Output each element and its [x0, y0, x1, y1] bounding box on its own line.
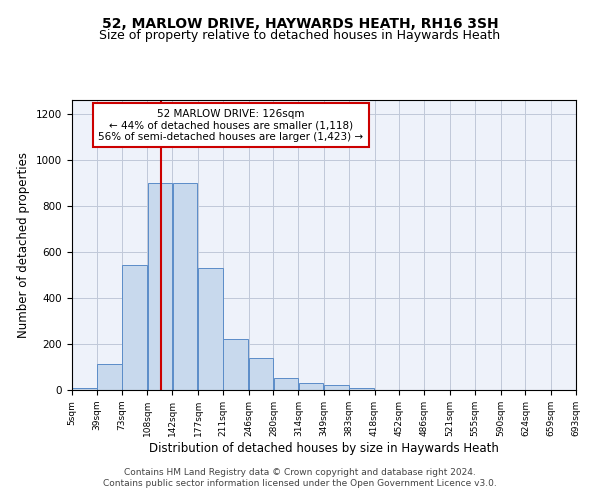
Y-axis label: Number of detached properties: Number of detached properties	[17, 152, 31, 338]
Bar	[148, 183, 172, 390]
Bar	[97, 364, 122, 390]
Bar	[249, 358, 273, 390]
Text: Size of property relative to detached houses in Haywards Heath: Size of property relative to detached ho…	[100, 29, 500, 42]
Text: 52 MARLOW DRIVE: 126sqm
← 44% of detached houses are smaller (1,118)
56% of semi: 52 MARLOW DRIVE: 126sqm ← 44% of detache…	[98, 108, 364, 142]
Bar	[324, 386, 349, 390]
Bar	[274, 378, 298, 390]
X-axis label: Distribution of detached houses by size in Haywards Heath: Distribution of detached houses by size …	[149, 442, 499, 454]
Bar	[72, 388, 97, 390]
Bar	[349, 388, 374, 390]
Bar	[223, 340, 248, 390]
Bar	[173, 183, 197, 390]
Bar	[198, 268, 223, 390]
Text: Contains HM Land Registry data © Crown copyright and database right 2024.
Contai: Contains HM Land Registry data © Crown c…	[103, 468, 497, 487]
Bar	[122, 264, 146, 390]
Bar	[299, 382, 323, 390]
Text: 52, MARLOW DRIVE, HAYWARDS HEATH, RH16 3SH: 52, MARLOW DRIVE, HAYWARDS HEATH, RH16 3…	[101, 18, 499, 32]
